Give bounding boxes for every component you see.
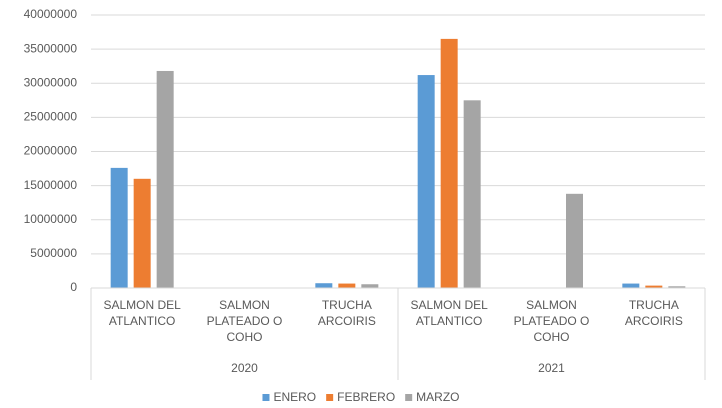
x-tick-label: TRUCHA ARCOIRIS — [317, 298, 376, 328]
y-tick-label: 0 — [70, 280, 77, 294]
y-tick-label: 35000000 — [24, 41, 78, 55]
y-tick-label: 15000000 — [24, 178, 78, 192]
x-tick-label: SALMON DEL ATLANTICO — [103, 298, 181, 328]
y-tick-label: 5000000 — [30, 246, 77, 260]
bar — [622, 283, 640, 288]
legend-label: MARZO — [416, 390, 459, 404]
bar — [645, 285, 663, 288]
x-tick-label: TRUCHA ARCOIRIS — [624, 298, 683, 328]
group-label: 2020 — [231, 361, 258, 375]
y-tick-label: 40000000 — [24, 7, 78, 21]
legend-label: ENERO — [273, 390, 316, 404]
y-tick-label: 10000000 — [24, 212, 78, 226]
bar — [133, 178, 151, 288]
bar — [463, 100, 481, 288]
group-label: 2021 — [538, 361, 565, 375]
bar — [668, 286, 686, 288]
bar — [566, 193, 583, 288]
legend-swatch — [262, 394, 270, 401]
x-tick-label: SALMON PLATEADO O COHO — [206, 298, 283, 344]
bar — [440, 38, 458, 289]
legend-swatch — [405, 394, 413, 401]
bar — [338, 283, 356, 288]
legend-label: FEBRERO — [337, 390, 395, 404]
bar — [417, 75, 435, 288]
x-tick-label: SALMON PLATEADO O COHO — [513, 298, 590, 344]
x-tick-label: SALMON DEL ATLANTICO — [410, 298, 488, 328]
bar — [110, 167, 128, 288]
bar — [361, 284, 379, 288]
bar — [156, 70, 174, 288]
legend-swatch — [326, 394, 334, 401]
y-tick-label: 30000000 — [24, 75, 78, 89]
y-tick-label: 20000000 — [24, 144, 78, 158]
y-tick-label: 25000000 — [24, 110, 78, 124]
bar — [315, 283, 333, 288]
